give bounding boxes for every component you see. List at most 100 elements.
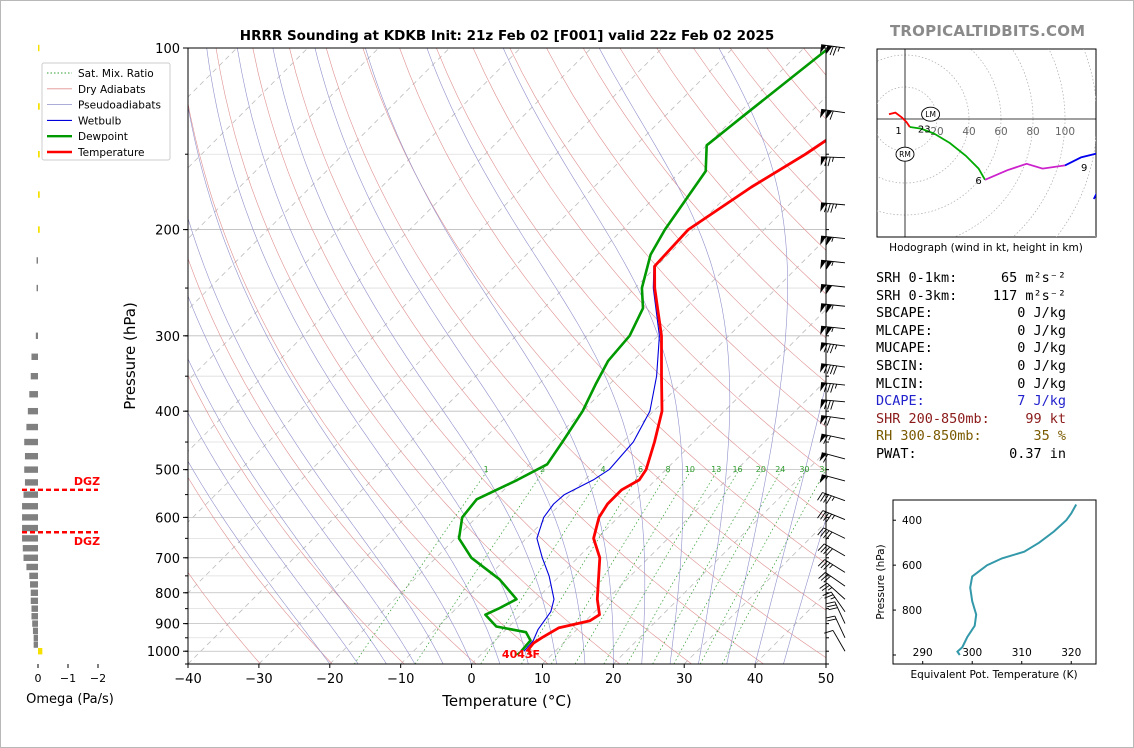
storm-motion-marker <box>921 106 941 122</box>
stat-label: DCAPE: <box>876 393 925 410</box>
y-tick-label: 600 <box>155 511 180 526</box>
x-tick-label: −20 <box>316 672 343 687</box>
theta-e-xlabel: Equivalent Pot. Temperature (K) <box>910 669 1077 681</box>
wind-barb <box>820 325 846 336</box>
omega-bar <box>38 151 40 158</box>
stats-panel: SRH 0-1km: 65 m²s⁻² SRH 0-3km: 117 m²s⁻² SBC… <box>876 270 1096 464</box>
omega-bar <box>38 226 40 233</box>
omega-bar <box>38 648 43 655</box>
stat-row: MUCAPE: 0 J/kg <box>876 340 1096 358</box>
isotherm-line <box>188 48 734 594</box>
stat-value: 7 J/kg <box>1017 393 1066 410</box>
stat-label: SBCAPE: <box>876 305 933 322</box>
wind-barb <box>818 571 846 587</box>
omega-bar <box>26 423 38 431</box>
isotherm-line <box>188 48 663 523</box>
moist-adiabat <box>206 48 501 664</box>
x-tick-label: −10 <box>387 672 414 687</box>
stat-label: SBCIN: <box>876 357 925 374</box>
omega-bar <box>31 613 38 620</box>
omega-bar <box>22 524 38 532</box>
skewt-title: HRRR Sounding at KDKB Init: 21z Feb 02 [… <box>240 28 774 44</box>
stat-row: SRH 0-1km: 65 m²s⁻² <box>876 270 1096 288</box>
wind-barb <box>819 363 846 375</box>
wind-barb <box>822 591 846 612</box>
isotherm-line <box>188 48 521 382</box>
mixing-ratio-label: 13 <box>711 465 721 474</box>
hodograph-segment <box>888 111 911 128</box>
omega-bar <box>24 438 38 446</box>
stat-row: MLCIN: 0 J/kg <box>876 376 1096 394</box>
x-tick-label: 50 <box>818 672 835 687</box>
hodograph-ring-label: 100 <box>1055 126 1075 138</box>
dry-adiabat <box>188 257 477 664</box>
omega-bar <box>31 605 38 612</box>
wind-barb <box>825 615 846 638</box>
brand-watermark: TROPICALTIDBITS.COM <box>890 22 1086 40</box>
omega-bar <box>31 353 38 360</box>
hodograph-ring-label: 40 <box>962 126 975 138</box>
omega-tick-label: 0 <box>35 672 42 685</box>
stat-value: 0 J/kg <box>1017 375 1066 392</box>
omega-tick-label: −2 <box>90 672 106 685</box>
wind-barb <box>820 382 846 393</box>
isotherm-line <box>542 379 826 664</box>
y-tick-label: 500 <box>155 464 180 479</box>
moist-adiabat <box>783 517 826 664</box>
wind-barb <box>819 108 846 120</box>
omega-xlabel: Omega (Pa/s) <box>26 692 114 707</box>
y-tick-label: 200 <box>155 224 180 239</box>
hodograph-ring-label: 80 <box>1026 126 1039 138</box>
storm-motion-marker <box>895 146 915 162</box>
stat-value: 0 J/kg <box>1017 322 1066 339</box>
moist-adiabat <box>426 48 646 664</box>
dry-adiabat <box>582 48 826 339</box>
dry-adiabat <box>188 571 261 664</box>
moist-adiabat <box>598 48 731 664</box>
moist-adiabat <box>365 48 614 664</box>
isotherm-line <box>613 450 826 664</box>
stat-value: 0 J/kg <box>1017 340 1066 357</box>
omega-bar <box>22 535 38 542</box>
y-tick-label: 800 <box>155 587 180 602</box>
wind-barb <box>824 630 846 652</box>
y-tick-label: 100 <box>155 42 180 57</box>
theta-x-tick-label: 290 <box>913 647 933 659</box>
mixing-ratio-label: 30 <box>799 465 809 474</box>
theta-e-line <box>956 504 1078 656</box>
hodograph-height-label: 23 <box>918 125 931 136</box>
moist-adiabat <box>502 48 684 664</box>
dry-adiabat <box>546 48 826 383</box>
stat-label: MLCAPE: <box>876 322 933 339</box>
wind-barb <box>820 156 846 167</box>
omega-bar <box>33 641 38 648</box>
mixing-ratio-line <box>414 469 545 664</box>
y-tick-label: 700 <box>155 552 180 567</box>
wind-barb <box>825 601 846 624</box>
legend-label: Temperature <box>77 147 145 159</box>
omega-bar <box>27 407 38 415</box>
wind-barb <box>817 492 846 504</box>
moist-adiabat <box>188 412 359 664</box>
hodograph-segment <box>1064 152 1096 200</box>
mixing-ratio-line <box>574 469 692 664</box>
dry-adiabat <box>289 48 764 664</box>
omega-bar <box>24 479 38 486</box>
omega-tick-label: −1 <box>60 672 76 685</box>
moist-adiabat <box>188 358 387 664</box>
wind-barb <box>817 527 846 540</box>
omega-bar <box>33 634 38 641</box>
skewt-panel: HRRR Sounding at KDKB Init: 21z Feb 02 [… <box>121 28 835 710</box>
moist-adiabat <box>237 48 529 664</box>
omega-bar <box>22 545 38 552</box>
omega-bar <box>29 391 38 398</box>
wind-barb <box>817 510 846 523</box>
moist-adiabat <box>188 217 444 664</box>
isotherm-line <box>188 48 805 664</box>
omega-bar <box>38 103 40 110</box>
x-tick-label: 40 <box>747 672 764 687</box>
dgz-label: DGZ <box>74 535 100 548</box>
y-tick-label: 400 <box>155 405 180 420</box>
x-tick-label: −40 <box>174 672 201 687</box>
dry-adiabat <box>252 48 692 664</box>
